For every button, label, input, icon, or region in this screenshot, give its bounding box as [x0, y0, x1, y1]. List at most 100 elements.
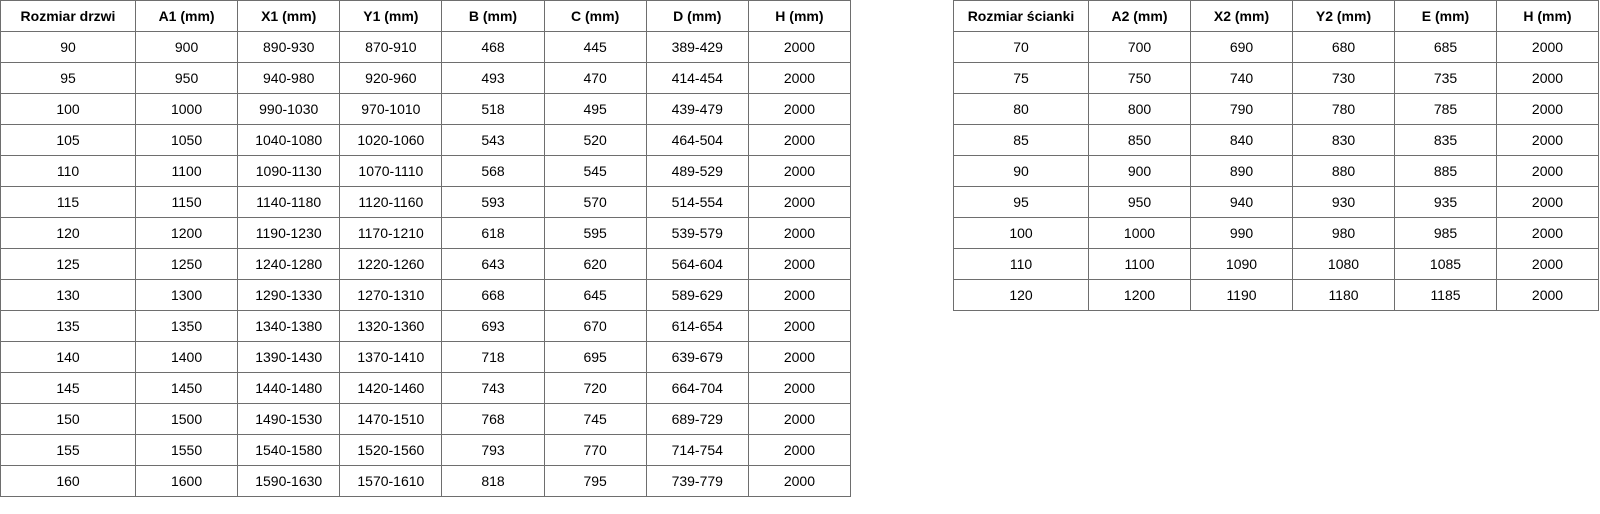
table-cell: 670: [543, 310, 647, 342]
table-cell: 1040-1080: [237, 124, 341, 156]
table-cell: 593: [441, 186, 545, 218]
table-cell: 1550: [134, 434, 239, 466]
table-cell: 1000: [1088, 217, 1191, 249]
column-header: C (mm): [543, 0, 647, 32]
column-header: Y2 (mm): [1292, 0, 1395, 32]
table-row: 140 1400 1390-1430 1370-1410 718 695 639-679 20…: [0, 341, 852, 373]
table-row: 85 850 840 830 835 2000: [953, 124, 1599, 156]
table-row: 160 1600 1590-1630 1570-1610 818 795 739-779 20…: [0, 465, 852, 497]
table-cell: 1185: [1394, 279, 1497, 311]
wall-size-table: Rozmiar ścianki A2 (mm) X2 (mm) Y2 (mm) E (m…: [953, 0, 1599, 311]
table-cell: 680: [1292, 31, 1395, 63]
column-header: X1 (mm): [237, 0, 341, 32]
table-row: 155 1550 1540-1580 1520-1560 793 770 714-754 20…: [0, 434, 852, 466]
table-cell: 495: [543, 93, 647, 125]
table-cell: 735: [1394, 62, 1497, 94]
table-cell: 595: [543, 217, 647, 249]
table-cell: 539-579: [645, 217, 749, 249]
table-cell: 115: [0, 186, 136, 218]
table-cell: 100: [953, 217, 1089, 249]
table-cell: 940: [1190, 186, 1293, 218]
table-cell: 795: [543, 465, 647, 497]
column-header: A1 (mm): [134, 0, 239, 32]
table-cell: 643: [441, 248, 545, 280]
table-cell: 840: [1190, 124, 1293, 156]
table-cell: 740: [1190, 62, 1293, 94]
table-cell: 1300: [134, 279, 239, 311]
table-row: 145 1450 1440-1480 1420-1460 743 720 664-704 20…: [0, 372, 852, 404]
table-cell: 2000: [1496, 217, 1599, 249]
table-cell: 445: [543, 31, 647, 63]
table-cell: 155: [0, 434, 136, 466]
table-cell: 589-629: [645, 279, 749, 311]
table-cell: 2000: [747, 279, 852, 311]
column-header: X2 (mm): [1190, 0, 1293, 32]
table-row: 135 1350 1340-1380 1320-1360 693 670 614-654 20…: [0, 310, 852, 342]
table-cell: 1050: [134, 124, 239, 156]
table-cell: 980: [1292, 217, 1395, 249]
table-cell: 1420-1460: [339, 372, 443, 404]
table-cell: 1540-1580: [237, 434, 341, 466]
table-cell: 1590-1630: [237, 465, 341, 497]
table-cell: 1020-1060: [339, 124, 443, 156]
header-row: Rozmiar drzwi A1 (mm) X1 (mm) Y1 (mm) B (mm)…: [0, 0, 852, 32]
table-cell: 2000: [1496, 31, 1599, 63]
table-cell: 1140-1180: [237, 186, 341, 218]
table-cell: 70: [953, 31, 1089, 63]
table-row: 115 1150 1140-1180 1120-1160 593 570 514-554 20…: [0, 186, 852, 218]
table-row: 125 1250 1240-1280 1220-1260 643 620 564-604 20…: [0, 248, 852, 280]
table-cell: 618: [441, 217, 545, 249]
column-header: A2 (mm): [1088, 0, 1191, 32]
table-cell: 514-554: [645, 186, 749, 218]
table-cell: 110: [953, 248, 1089, 280]
table-cell: 900: [1088, 155, 1191, 187]
column-header: H (mm): [1496, 0, 1599, 32]
table-cell: 90: [0, 31, 136, 63]
table-cell: 489-529: [645, 155, 749, 187]
table-cell: 568: [441, 155, 545, 187]
table-cell: 695: [543, 341, 647, 373]
table-cell: 639-679: [645, 341, 749, 373]
table-cell: 520: [543, 124, 647, 156]
table-cell: 2000: [1496, 279, 1599, 311]
table-cell: 1190-1230: [237, 217, 341, 249]
table-cell: 1340-1380: [237, 310, 341, 342]
table-cell: 700: [1088, 31, 1191, 63]
table-cell: 1200: [1088, 279, 1191, 311]
table-cell: 470: [543, 62, 647, 94]
table-cell: 1100: [134, 155, 239, 187]
column-header: Rozmiar ścianki: [953, 0, 1089, 32]
table-row: 120 1200 1190-1230 1170-1210 618 595 539-579 20…: [0, 217, 852, 249]
table-row: 120 1200 1190 1180 1185 2000: [953, 279, 1599, 311]
table-cell: 1520-1560: [339, 434, 443, 466]
column-header: Y1 (mm): [339, 0, 443, 32]
table-cell: 464-504: [645, 124, 749, 156]
table-cell: 564-604: [645, 248, 749, 280]
table-cell: 2000: [1496, 248, 1599, 280]
table-cell: 1000: [134, 93, 239, 125]
table-cell: 2000: [1496, 93, 1599, 125]
table-cell: 1600: [134, 465, 239, 497]
table-cell: 570: [543, 186, 647, 218]
column-header: D (mm): [645, 0, 749, 32]
table-cell: 85: [953, 124, 1089, 156]
table-cell: 110: [0, 155, 136, 187]
door-size-table: Rozmiar drzwi A1 (mm) X1 (mm) Y1 (mm) B (mm)…: [0, 0, 852, 497]
table-cell: 693: [441, 310, 545, 342]
table-row: 105 1050 1040-1080 1020-1060 543 520 464-504 20…: [0, 124, 852, 156]
table-cell: 468: [441, 31, 545, 63]
table-cell: 1290-1330: [237, 279, 341, 311]
table-cell: 80: [953, 93, 1089, 125]
table-cell: 120: [0, 217, 136, 249]
table-cell: 880: [1292, 155, 1395, 187]
table-cell: 140: [0, 341, 136, 373]
table-cell: 1450: [134, 372, 239, 404]
table-cell: 720: [543, 372, 647, 404]
table-cell: 685: [1394, 31, 1497, 63]
table-cell: 885: [1394, 155, 1497, 187]
table-cell: 2000: [747, 434, 852, 466]
table-cell: 830: [1292, 124, 1395, 156]
table-cell: 770: [543, 434, 647, 466]
table-cell: 1400: [134, 341, 239, 373]
table-cell: 1390-1430: [237, 341, 341, 373]
